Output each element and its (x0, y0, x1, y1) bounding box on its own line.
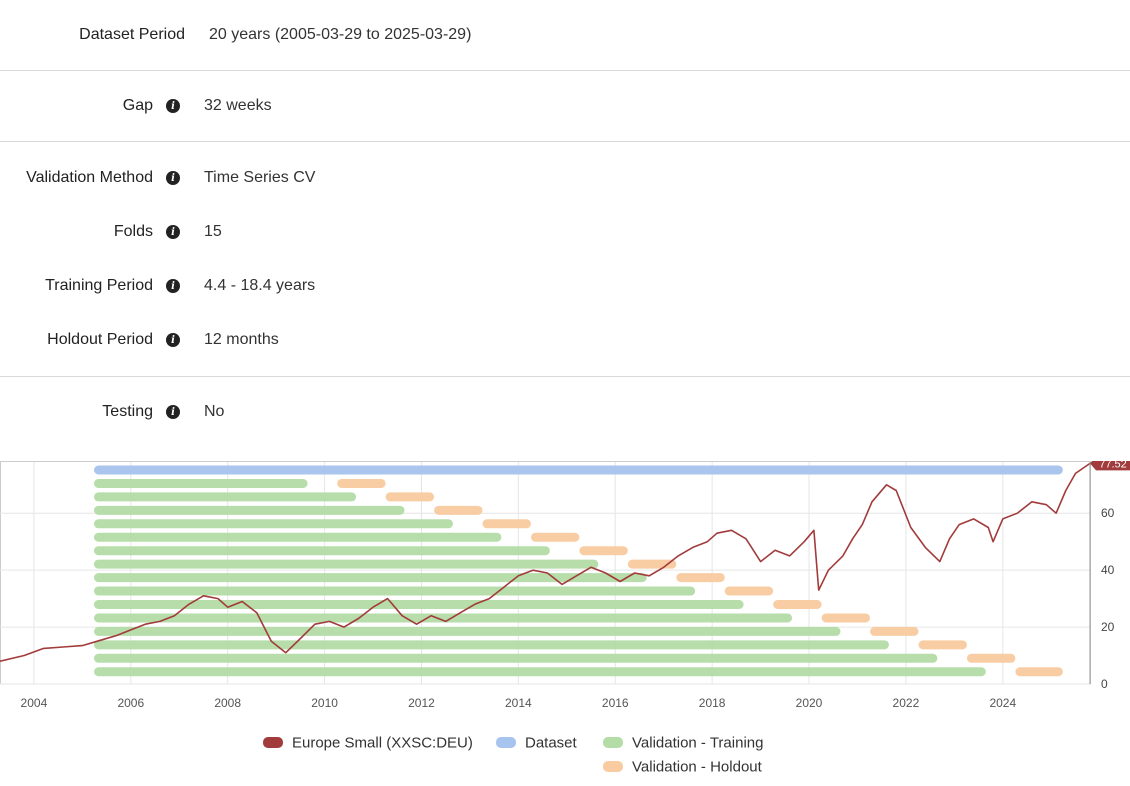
price-line[interactable] (0, 462, 1091, 662)
validation-section: Validation Method i Time Series CV Folds… (0, 142, 1130, 377)
info-icon[interactable]: i (166, 225, 180, 239)
info-icon[interactable]: i (166, 279, 180, 293)
dataset-period-label: Dataset Period (79, 26, 185, 43)
testing-section: Testing i No (0, 377, 1130, 447)
legend-swatch (496, 737, 516, 748)
testing-row: Testing i No (0, 377, 1130, 447)
axis-layer: 2004 2006 2008 2010 2012 2014 2016 2018 2020 2022… (21, 456, 1130, 710)
cv-chart[interactable]: 2004 2006 2008 2010 2012 2014 2016 2018 2020 2022… (0, 456, 1130, 781)
x-tick-label: 2018 (699, 696, 726, 710)
line-layer (0, 462, 1091, 662)
gap-value: 32 weeks (204, 97, 272, 114)
gap-section: Gap i 32 weeks (0, 71, 1130, 142)
folds-label: Folds (113, 223, 153, 240)
y-tick-label: 40 (1101, 563, 1115, 577)
last-value-label: 77.52 (1099, 461, 1127, 470)
folds-row: Folds i 15 (0, 205, 1130, 259)
x-tick-label: 2010 (311, 696, 338, 710)
testing-label: Testing (102, 403, 153, 420)
training-period-value: 4.4 - 18.4 years (204, 277, 316, 294)
x-tick-label: 2012 (408, 696, 435, 710)
legend-item[interactable]: Europe Small (XXSC:DEU) (263, 735, 473, 752)
y-tick-label: 20 (1101, 620, 1115, 634)
bars-layer (93, 465, 1063, 677)
legend-swatch (603, 737, 623, 748)
y-tick-label: 0 (1101, 677, 1108, 691)
info-icon[interactable]: i (166, 171, 180, 185)
validation-method-row: Validation Method i Time Series CV (0, 151, 1130, 205)
x-tick-label: 2022 (893, 696, 920, 710)
legend-swatch (603, 761, 623, 772)
legend-item[interactable]: Validation - Training (603, 735, 763, 752)
x-tick-label: 2008 (214, 696, 241, 710)
legend-swatch (263, 737, 283, 748)
settings-panel: Dataset Period 20 years (2005-03-29 to 2… (0, 0, 1130, 447)
legend-layer[interactable]: Europe Small (XXSC:DEU) Dataset Validation… (263, 735, 763, 776)
holdout-period-row: Holdout Period i 12 months (0, 313, 1130, 367)
dataset-period-value: 20 years (2005-03-29 to 2025-03-29) (209, 26, 472, 43)
x-tick-label: 2016 (602, 696, 629, 710)
x-tick-label: 2014 (505, 696, 532, 710)
info-icon[interactable]: i (166, 99, 180, 113)
training-period-label: Training Period (45, 277, 153, 294)
x-tick-label: 2020 (796, 696, 823, 710)
cv-chart-container: 2004 2006 2008 2010 2012 2014 2016 2018 2020 2022… (0, 456, 1130, 781)
folds-value: 15 (204, 223, 222, 240)
x-tick-label: 2004 (21, 696, 48, 710)
x-tick-label: 2006 (117, 696, 144, 710)
testing-value: No (204, 403, 225, 420)
gap-label: Gap (122, 97, 153, 114)
x-tick-label: 2024 (989, 696, 1016, 710)
dataset-period-section: Dataset Period 20 years (2005-03-29 to 2… (0, 0, 1130, 71)
validation-method-value: Time Series CV (204, 169, 316, 186)
training-period-row: Training Period i 4.4 - 18.4 years (0, 259, 1130, 313)
gap-row: Gap i 32 weeks (0, 71, 1130, 141)
legend-item[interactable]: Dataset (496, 735, 578, 752)
validation-method-label: Validation Method (26, 169, 153, 186)
legend-label: Validation - Training (632, 735, 763, 752)
legend-item[interactable]: Validation - Holdout (603, 759, 763, 776)
holdout-period-value: 12 months (204, 331, 279, 348)
legend-label: Europe Small (XXSC:DEU) (292, 735, 473, 752)
legend-label: Validation - Holdout (632, 759, 763, 776)
legend-label: Dataset (525, 735, 578, 752)
info-icon[interactable]: i (166, 333, 180, 347)
y-tick-label: 60 (1101, 506, 1115, 520)
info-icon[interactable]: i (166, 405, 180, 419)
last-value-marker: 77.52 (1090, 456, 1130, 471)
dataset-period-row: Dataset Period 20 years (2005-03-29 to 2… (0, 0, 1130, 70)
holdout-period-label: Holdout Period (47, 331, 153, 348)
